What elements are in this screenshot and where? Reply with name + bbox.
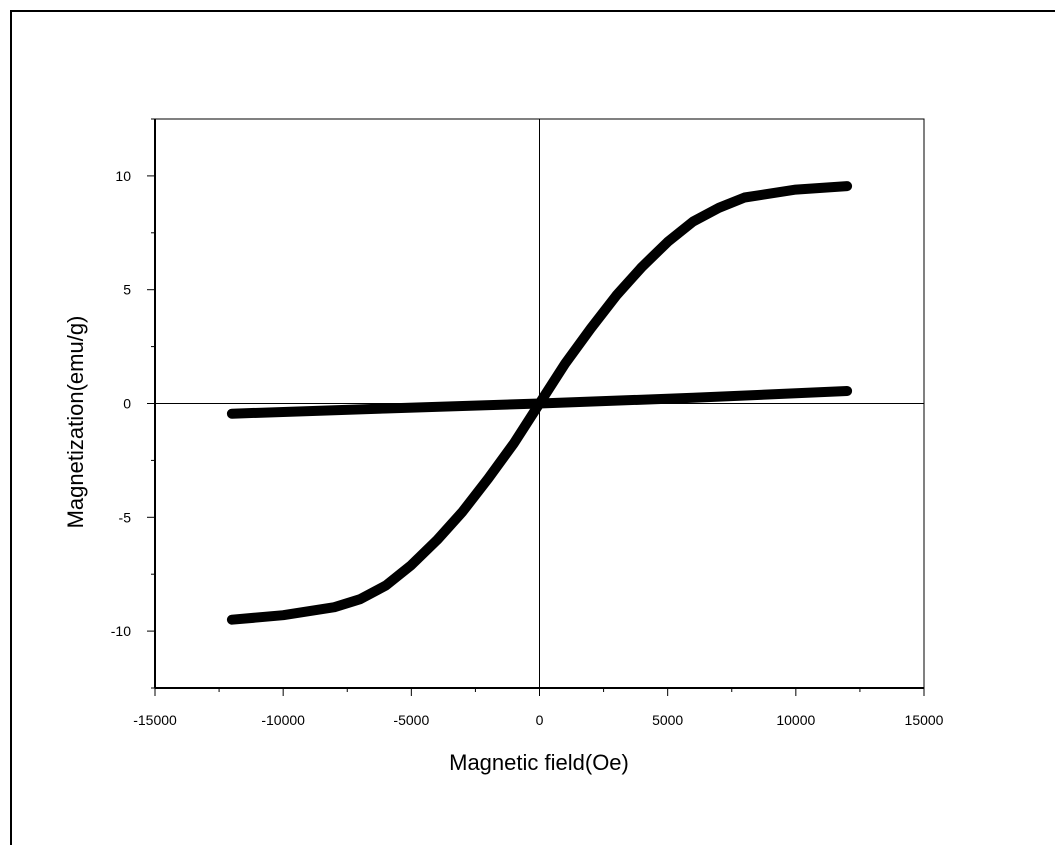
y-tick-label: -10 (111, 623, 131, 639)
y-axis-title: Magnetization(emu/g) (63, 316, 88, 529)
y-tick-label: 10 (115, 168, 131, 184)
y-tick-label: 0 (123, 396, 131, 412)
x-axis-title: Magnetic field(Oe) (449, 750, 629, 775)
y-tick-label: 5 (123, 282, 131, 298)
x-tick-label: -15000 (133, 712, 177, 728)
x-tick-label: 15000 (905, 712, 944, 728)
x-tick-label: -10000 (261, 712, 305, 728)
figure-frame (10, 10, 1055, 845)
x-tick-label: -5000 (393, 712, 429, 728)
plot-area: -15000 -10000 -5000 0 5000 10000 15000 -10 -5 0 5 1… (111, 118, 944, 728)
y-tick-label: -5 (119, 509, 132, 525)
x-tick-label: 5000 (652, 712, 683, 728)
series-line-linear (226, 386, 853, 419)
x-tick-label: 0 (536, 712, 544, 728)
x-tick-label: 10000 (776, 712, 815, 728)
